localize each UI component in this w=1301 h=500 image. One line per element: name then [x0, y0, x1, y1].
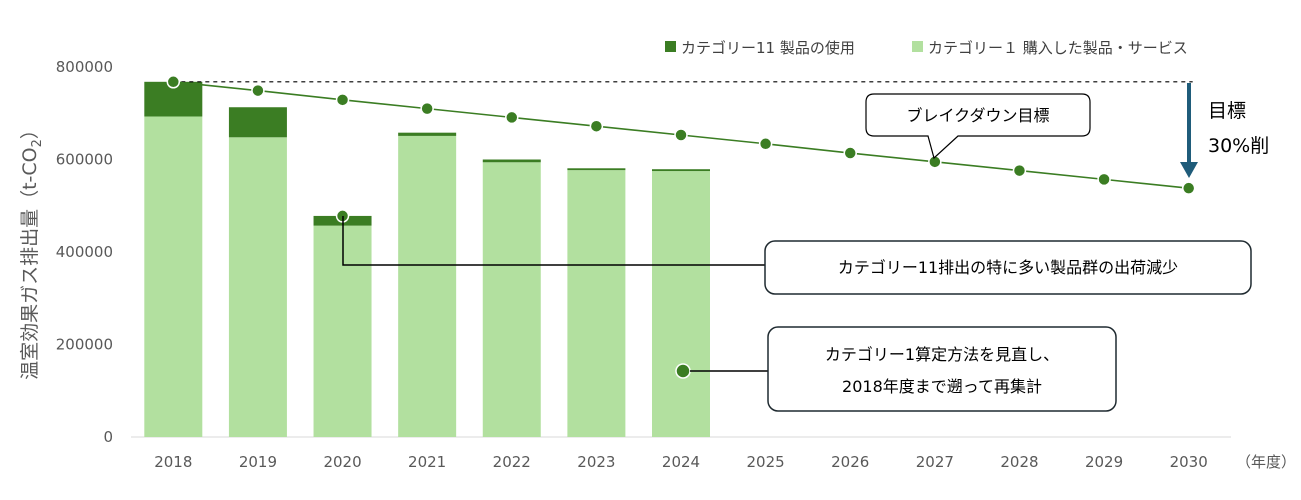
x-tick-label: 2026 [831, 453, 869, 471]
legend-label-cat11: カテゴリー11 製品の使用 [681, 39, 855, 57]
legend: カテゴリー11 製品の使用 カテゴリー１ 購入した製品・サービス [665, 39, 1188, 57]
breakdown-callout-text: ブレイクダウン目標 [906, 106, 1049, 125]
trend-point [674, 128, 688, 142]
bar-cat1 [228, 137, 287, 438]
y-axis-title-tail: ） [19, 120, 41, 139]
trend-point [758, 137, 773, 151]
trend-point [251, 83, 265, 98]
bar-cat11 [652, 169, 710, 172]
x-tick-label: 2023 [577, 453, 615, 471]
trend-point [335, 93, 350, 107]
trend-point [420, 101, 434, 116]
legend-swatch-cat11 [665, 41, 676, 52]
cat11-note-box [764, 240, 1252, 295]
y-tick-label: 0 [103, 428, 113, 446]
x-axis-unit: （年度） [1236, 453, 1296, 471]
bar-cat11 [228, 107, 287, 138]
y-tick-label: 600000 [56, 151, 113, 169]
legend-label-cat1: カテゴリー１ 購入した製品・サービス [928, 39, 1188, 57]
target-arrow [1180, 83, 1198, 178]
x-axis: 2018 2019 2020 2021 2022 2023 2024 2025 2026 2027… [131, 436, 1231, 471]
x-tick-label: 2029 [1085, 453, 1123, 471]
x-tick-label: 2021 [408, 453, 446, 471]
cat11-note-text: カテゴリー11排出の特に多い製品群の出荷減少 [838, 258, 1178, 277]
x-tick-label: 2020 [323, 453, 361, 471]
bar-cat11 [398, 132, 457, 136]
y-tick-label: 800000 [56, 58, 113, 76]
x-tick-label: 2028 [1000, 453, 1038, 471]
x-tick-label: 2024 [662, 453, 700, 471]
x-tick-label: 2018 [154, 453, 192, 471]
y-tick-label: 200000 [56, 336, 113, 354]
y-axis-title: 温室効果ガス排出量（t-CO2） [19, 120, 45, 380]
reduction-trend [166, 75, 1196, 223]
bar-cat1 [398, 135, 457, 437]
bar-cat11 [567, 168, 626, 171]
x-tick-label: 2030 [1170, 453, 1208, 471]
trend-point [1097, 172, 1111, 187]
bar-cat1 [482, 162, 541, 437]
trend-point [505, 110, 519, 125]
trend-point [1181, 181, 1196, 195]
bar-cat1 [567, 170, 626, 437]
x-tick-label: 2022 [493, 453, 531, 471]
cat1-note-box [767, 326, 1117, 412]
x-tick-label: 2027 [916, 453, 954, 471]
y-axis-title-main: 温室効果ガス排出量（t-CO [19, 147, 41, 380]
bar-cat1 [652, 171, 710, 437]
cat1-note-line1: カテゴリー1算定方法を見直し、 [825, 345, 1059, 364]
target-label-line1: 目標 [1208, 100, 1246, 122]
cat1-note-marker [675, 363, 691, 379]
trend-point [1012, 163, 1027, 178]
cat1-note-line2: 2018年度まで遡って再集計 [842, 377, 1042, 396]
y-tick-label: 400000 [56, 243, 113, 261]
bar-cat1 [144, 116, 203, 438]
bars [144, 81, 710, 438]
x-tick-label: 2025 [747, 453, 785, 471]
cat11-note-connector [342, 216, 765, 266]
trend-point [166, 75, 181, 89]
breakdown-callout [865, 93, 1091, 160]
legend-swatch-cat1 [912, 41, 923, 52]
bar-cat11 [482, 159, 541, 163]
y-axis-title-sub: 2 [30, 139, 45, 147]
x-tick-label: 2019 [239, 453, 277, 471]
target-label-line2: 30%削 [1208, 135, 1269, 157]
trend-point [843, 146, 857, 160]
trend-point [589, 119, 604, 133]
y-tick-labels: 0 200000 400000 600000 800000 [56, 58, 113, 446]
